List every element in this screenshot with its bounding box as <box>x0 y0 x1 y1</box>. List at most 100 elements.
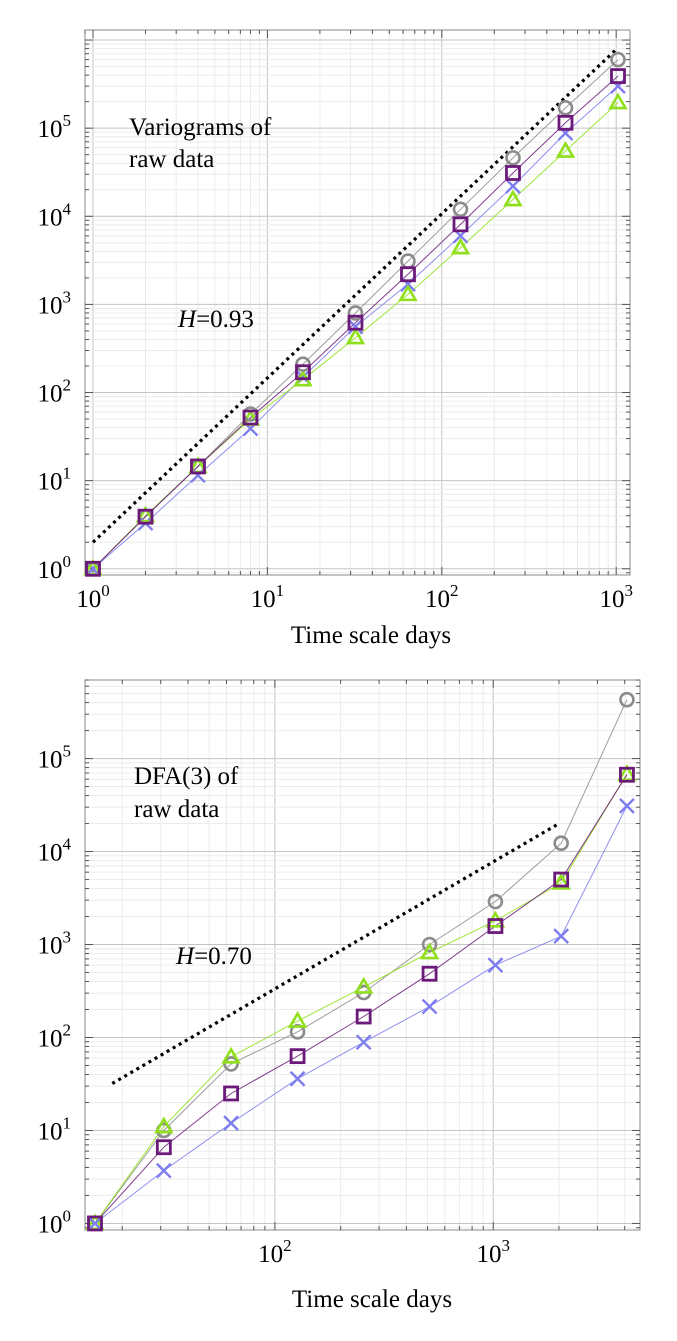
y-tick-label-base: 10 <box>38 1211 63 1238</box>
y-tick-label: 102 <box>38 1020 72 1052</box>
y-tick-label-base: 10 <box>38 116 63 143</box>
y-tick-label-base: 10 <box>38 747 63 774</box>
data-point-gray-circles <box>505 150 521 166</box>
y-tick-label-exponent: 3 <box>63 287 72 306</box>
data-point-green-triangles <box>555 140 576 158</box>
data-point-gray-circles <box>619 691 635 708</box>
data-point-green-triangles <box>398 284 418 302</box>
x-tick-label: 103 <box>599 581 633 613</box>
data-point-green-triangles <box>419 942 440 960</box>
data-point-purple-squares <box>242 409 259 426</box>
variogram-slope-label-value: =0.93 <box>196 306 254 333</box>
data-point-gray-circles <box>487 893 504 910</box>
data-point-purple-squares <box>289 1048 306 1065</box>
data-point-purple-squares <box>87 1215 103 1232</box>
x-tick-label-base: 10 <box>425 586 450 613</box>
series-line-purple-squares <box>94 774 628 1224</box>
data-point-gray-circles <box>557 100 574 116</box>
x-tick-label-exponent: 3 <box>501 1236 510 1255</box>
dfa-series <box>85 691 637 1232</box>
y-tick-label-exponent: 5 <box>63 111 72 130</box>
y-tick-label-exponent: 5 <box>63 742 72 761</box>
y-tick-label-exponent: 2 <box>63 1020 72 1039</box>
y-tick-label-exponent: 4 <box>63 835 72 854</box>
y-tick-label: 105 <box>38 742 72 774</box>
data-point-purple-squares <box>155 1139 172 1156</box>
y-tick-label-base: 10 <box>38 1118 63 1145</box>
dfa-x-axis-label: Time scale days <box>292 1286 452 1313</box>
x-tick-label-base: 10 <box>476 1241 501 1268</box>
y-tick-label-base: 10 <box>38 204 63 231</box>
x-tick-label: 101 <box>251 581 285 613</box>
y-tick-label-exponent: 1 <box>63 1113 72 1132</box>
series-line-purple-squares <box>92 75 619 570</box>
x-tick-label-exponent: 0 <box>101 581 110 600</box>
y-tick-label-base: 10 <box>38 1025 63 1052</box>
reference-slope-line <box>91 48 618 544</box>
data-point-gray-circles <box>421 936 438 953</box>
y-tick-label: 101 <box>38 464 72 496</box>
y-tick-label-exponent: 4 <box>63 199 72 218</box>
y-tick-label: 104 <box>38 835 72 867</box>
data-point-purple-squares <box>553 871 570 888</box>
y-tick-label: 100 <box>38 1206 72 1238</box>
variogram-annotation-line-2: raw data <box>129 146 214 173</box>
dfa-slope-label-value: =0.70 <box>194 943 252 970</box>
x-tick-label: 102 <box>425 581 459 613</box>
data-point-gray-circles <box>295 356 311 372</box>
data-point-purple-squares <box>610 68 626 84</box>
x-tick-label-base: 10 <box>251 586 276 613</box>
data-point-blue-crosses <box>223 1115 239 1131</box>
data-point-blue-crosses <box>553 928 570 945</box>
x-tick-label-exponent: 3 <box>624 581 633 600</box>
x-tick-label: 103 <box>476 1236 510 1268</box>
x-tick-label: 100 <box>76 581 110 613</box>
data-point-green-triangles <box>353 976 374 994</box>
dfa-slope-label: H=0.70 <box>175 943 252 970</box>
data-point-purple-squares <box>421 965 438 982</box>
variogram-series <box>83 51 628 577</box>
data-point-blue-crosses <box>87 1215 103 1232</box>
data-point-purple-squares <box>295 364 311 381</box>
data-point-purple-squares <box>505 165 521 181</box>
x-tick-label-exponent: 2 <box>283 1236 292 1255</box>
series-line-blue-crosses <box>94 805 628 1224</box>
y-tick-label-exponent: 1 <box>63 464 72 483</box>
x-tick-label-base: 10 <box>258 1241 283 1268</box>
variogram-reference-line <box>91 48 618 544</box>
data-point-blue-crosses <box>421 998 438 1015</box>
y-tick-label-base: 10 <box>38 933 63 960</box>
y-tick-label-base: 10 <box>38 292 63 319</box>
data-point-green-triangles <box>617 764 637 781</box>
variogram-slope-label: H=0.93 <box>177 306 254 333</box>
y-tick-label: 104 <box>38 199 72 231</box>
data-point-gray-circles <box>223 1056 239 1072</box>
data-point-blue-crosses <box>355 1034 372 1051</box>
y-tick-label: 100 <box>38 552 72 584</box>
y-tick-label-exponent: 3 <box>63 928 72 947</box>
variogram-slope-label-symbol: H <box>177 306 198 333</box>
y-tick-label: 105 <box>38 111 72 143</box>
x-tick-label-base: 10 <box>76 586 101 613</box>
data-point-purple-squares <box>557 114 574 131</box>
dfa-slope-label-symbol: H <box>175 943 196 970</box>
data-point-blue-crosses <box>289 1070 306 1087</box>
data-point-green-triangles <box>503 189 523 207</box>
data-point-green-triangles <box>450 237 471 255</box>
data-point-purple-squares <box>400 266 416 283</box>
y-tick-label-base: 10 <box>38 469 63 496</box>
data-point-green-triangles <box>154 1116 174 1134</box>
data-point-gray-circles <box>452 201 469 218</box>
data-point-blue-crosses <box>155 1162 172 1179</box>
data-point-purple-squares <box>223 1085 239 1102</box>
data-point-purple-squares <box>85 560 101 577</box>
data-point-green-triangles <box>135 505 156 523</box>
data-point-purple-squares <box>190 458 206 475</box>
y-tick-label: 103 <box>38 928 72 960</box>
y-tick-label: 103 <box>38 287 72 319</box>
y-tick-label-base: 10 <box>38 557 63 584</box>
